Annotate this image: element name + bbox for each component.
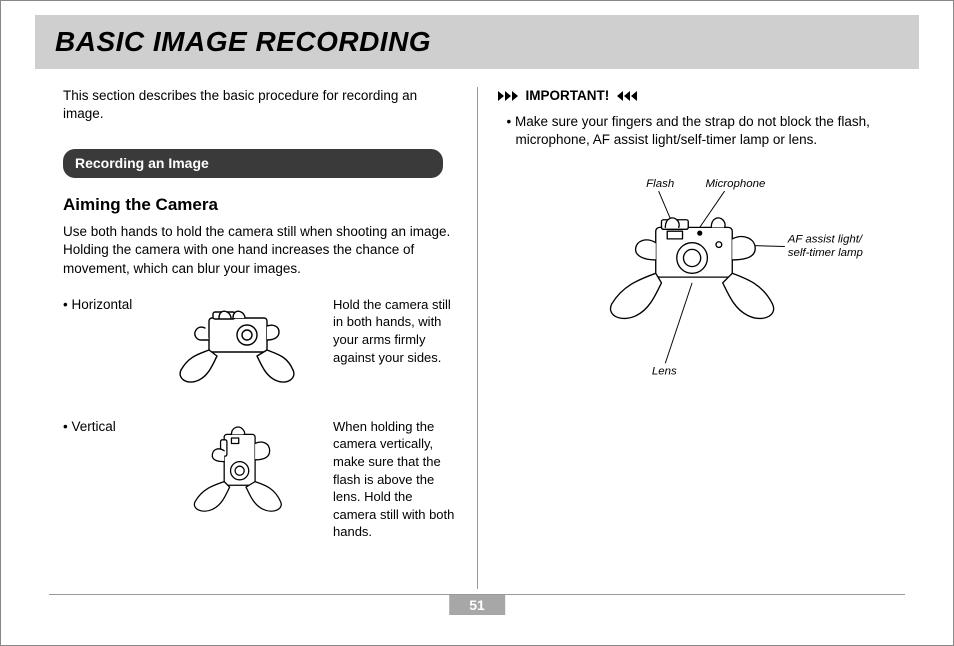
hands-horizontal-icon (161, 296, 311, 396)
orientation-vertical: • Vertical (63, 418, 457, 541)
arrows-left-icon (617, 91, 637, 101)
intro-text: This section describes the basic procedu… (63, 87, 457, 123)
label-af-line1: AF assist light/ (787, 233, 864, 245)
manual-page: BASIC IMAGE RECORDING This section descr… (0, 0, 954, 646)
orientation-label: • Vertical (63, 418, 151, 541)
left-column: This section describes the basic procedu… (49, 87, 471, 589)
camera-parts-diagram-icon: Flash Microphone AF assist light/ self-t… (514, 170, 874, 390)
hands-vertical-icon (161, 418, 311, 518)
label-af-line2: self-timer lamp (788, 247, 864, 259)
orientation-label: • Horizontal (63, 296, 151, 396)
right-column: IMPORTANT! • Make sure your fingers and … (484, 87, 906, 589)
labeled-diagram: Flash Microphone AF assist light/ self-t… (498, 170, 892, 390)
content-columns: This section describes the basic procedu… (49, 87, 905, 589)
aim-text: Use both hands to hold the camera still … (63, 223, 457, 278)
orientation-desc: When holding the camera vertically, make… (321, 418, 457, 541)
section-heading-pill: Recording an Image (63, 149, 443, 178)
orientation-desc: Hold the camera still in both hands, wit… (321, 296, 457, 396)
label-flash: Flash (646, 178, 674, 190)
title-bar: BASIC IMAGE RECORDING (35, 15, 919, 69)
label-microphone: Microphone (706, 178, 766, 190)
important-heading: IMPORTANT! (498, 87, 892, 105)
subheading: Aiming the Camera (63, 194, 457, 217)
column-divider (477, 87, 478, 589)
orientation-vertical-illustration (151, 418, 321, 541)
important-label: IMPORTANT! (526, 87, 610, 105)
page-number: 51 (449, 595, 505, 615)
important-text: • Make sure your fingers and the strap d… (498, 113, 892, 149)
label-lens: Lens (652, 365, 677, 377)
orientation-horizontal-illustration (151, 296, 321, 396)
page-title: BASIC IMAGE RECORDING (55, 26, 431, 58)
orientation-horizontal: • Horizontal (63, 296, 457, 396)
arrows-right-icon (498, 91, 518, 101)
